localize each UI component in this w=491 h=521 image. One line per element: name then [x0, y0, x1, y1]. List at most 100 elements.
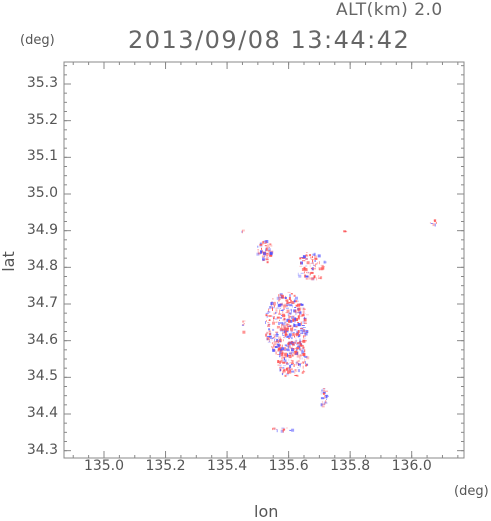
echo-point [291, 315, 295, 318]
echo-point [303, 322, 307, 324]
echo-point [299, 344, 303, 347]
echo-point [273, 320, 274, 322]
echo-point [294, 352, 298, 355]
echo-point [272, 307, 273, 311]
echo-point [274, 344, 276, 346]
echo-point [288, 352, 292, 354]
y-tick-label: 34.6 [26, 331, 58, 348]
echo-point [292, 325, 294, 328]
echo-point [283, 317, 286, 320]
echo-point [296, 332, 300, 336]
echo-point [299, 340, 302, 342]
echo-point [325, 394, 328, 396]
echo-point [284, 357, 285, 361]
y-tick-label: 35.0 [26, 185, 58, 201]
echo-point [286, 362, 290, 365]
echo-point [310, 256, 312, 259]
echo-point [293, 343, 295, 346]
echo-point [281, 373, 283, 376]
echo-point [300, 321, 302, 325]
echo-point [314, 260, 316, 262]
plot-frame [63, 61, 465, 459]
echo-point [282, 333, 284, 335]
echo-point [313, 262, 314, 266]
echo-point [313, 252, 316, 256]
echo-point [289, 429, 292, 431]
echo-point [284, 354, 286, 357]
echo-point [281, 355, 284, 357]
echo-point [302, 313, 304, 315]
echo-point [269, 306, 271, 308]
echo-point [321, 405, 325, 408]
echo-point [242, 330, 246, 334]
echo-point [291, 428, 295, 432]
echo-point [303, 335, 305, 339]
echo-point [288, 370, 292, 374]
echo-point [285, 362, 288, 365]
echo-point [291, 354, 294, 357]
echo-point [303, 355, 305, 357]
echo-point [273, 316, 275, 319]
echo-point [302, 339, 306, 343]
echo-point [311, 262, 314, 265]
echo-point [296, 349, 298, 351]
echo-point [283, 355, 285, 357]
echo-point [312, 253, 316, 256]
echo-point [273, 312, 276, 315]
echo-point [324, 390, 328, 392]
echo-point [302, 310, 305, 314]
echo-point [288, 367, 291, 371]
echo-point [299, 354, 302, 357]
echo-point [282, 367, 285, 369]
echo-point [323, 397, 326, 399]
x-tick-label: 135.8 [330, 458, 371, 474]
echo-point [303, 310, 305, 313]
echo-point [285, 345, 288, 347]
echo-point [307, 271, 309, 273]
echo-point [270, 338, 273, 339]
echo-point [303, 329, 307, 333]
echo-point [294, 309, 297, 313]
echo-point [305, 257, 308, 260]
echo-point [295, 311, 299, 314]
echo-point [285, 307, 289, 309]
echo-point [320, 268, 324, 271]
echo-point [302, 362, 304, 364]
echo-point [299, 265, 303, 267]
echo-point [288, 345, 291, 349]
echo-point [277, 301, 279, 304]
echo-point [304, 349, 306, 353]
echo-point [280, 351, 282, 354]
echo-point [294, 298, 296, 301]
echo-point [281, 315, 283, 316]
echo-point [301, 357, 303, 360]
echo-point [305, 254, 309, 257]
echo-point [294, 350, 298, 353]
echo-point [293, 328, 295, 331]
echo-point [295, 337, 297, 339]
echo-point [267, 325, 271, 327]
echo-point [241, 229, 245, 232]
echo-point [278, 295, 280, 299]
echo-point [285, 327, 289, 331]
echo-point [267, 322, 270, 324]
echo-point [301, 351, 305, 355]
echo-point [268, 309, 269, 312]
echo-point [283, 319, 286, 321]
echo-point [299, 311, 302, 313]
echo-point [291, 316, 294, 320]
echo-point [266, 255, 269, 257]
echo-point [286, 335, 289, 338]
echo-point [275, 321, 279, 323]
echo-point [279, 303, 283, 306]
echo-point [267, 256, 269, 259]
echo-point [271, 306, 273, 309]
echo-point [270, 244, 273, 247]
echo-point [275, 428, 277, 430]
echo-point [301, 325, 305, 326]
echo-point [291, 335, 293, 337]
echo-point [283, 428, 286, 431]
echo-point [279, 369, 282, 371]
echo-point [297, 322, 300, 323]
